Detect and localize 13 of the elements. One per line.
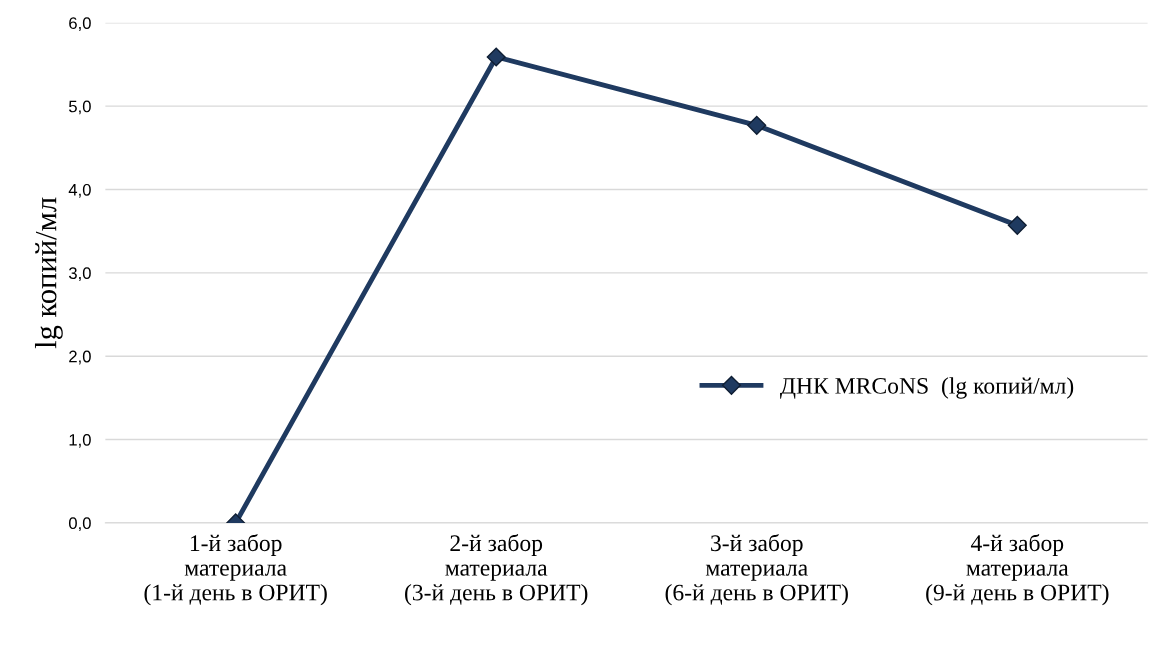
y-tick-label: 2,0 bbox=[69, 350, 91, 365]
x-tick-label: 1-й забор материала (1-й день в ОРИТ) bbox=[144, 534, 327, 606]
x-tick-label: 2-й забор материала (3-й день в ОРИТ) bbox=[405, 534, 588, 606]
y-tick-label: 3,0 bbox=[68, 267, 91, 282]
x-tick-label: 4-й забор материала (9-й день в ОРИТ) bbox=[926, 534, 1109, 606]
y-axis-title: lg копий/мл bbox=[34, 197, 63, 349]
y-tick-label: 5,0 bbox=[68, 100, 91, 115]
y-tick-label: 1,0 bbox=[69, 433, 91, 448]
x-tick-label: 3-й забор материала (6-й день в ОРИТ) bbox=[665, 534, 848, 606]
y-tick-label: 4,0 bbox=[68, 183, 91, 198]
y-tick-label: 6,0 bbox=[69, 17, 91, 31]
y-tick-label: 0,0 bbox=[68, 517, 91, 532]
legend-label: ДНК MRCoNS (lg копий/мл) bbox=[780, 377, 1074, 399]
